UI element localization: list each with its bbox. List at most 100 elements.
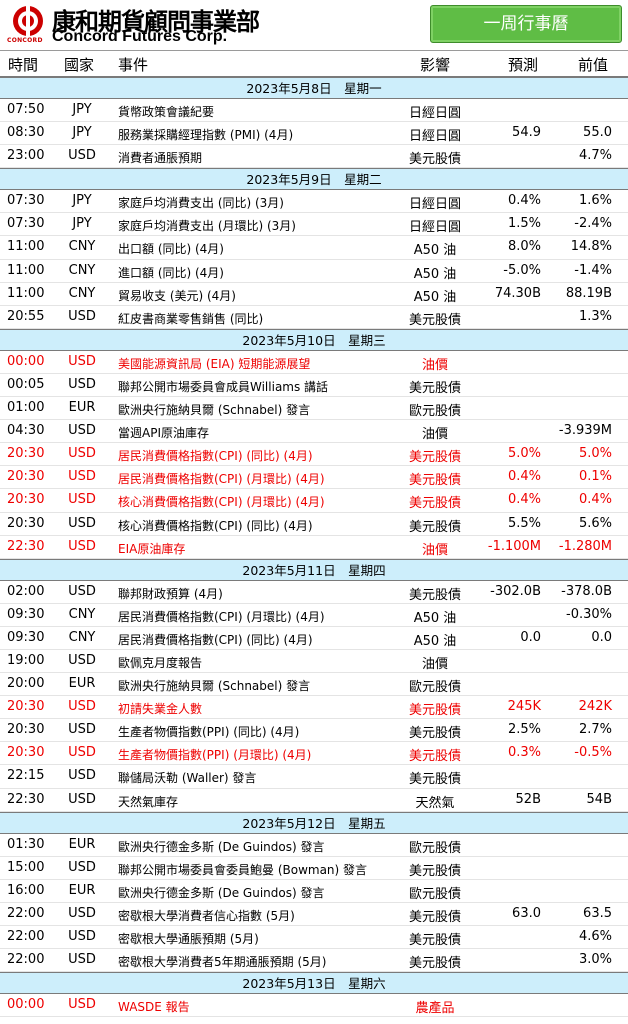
event-country: USD [68, 652, 96, 668]
event-previous: -378.0B [561, 583, 612, 599]
table-row: 04:30 USD 當週API原油庫存 油價 -3.939M [0, 420, 628, 444]
table-row: 09:30 CNY 居民消費價格指數(CPI) (同比) (4月) A50 油 0.0 0… [0, 627, 628, 650]
event-forecast: 63.0 [512, 905, 541, 921]
event-country: EUR [68, 400, 96, 416]
event-previous: 4.6% [578, 929, 612, 944]
event-forecast: 1.5% [507, 216, 541, 232]
table-row: 20:30 USD 初請失業金人數 美元股債 245K 242K [0, 696, 628, 720]
event-time: 02:00 [7, 583, 45, 599]
event-impact: 油價 [421, 542, 448, 558]
event-impact: 美元股債 [408, 909, 461, 925]
event-forecast: -1.100M [487, 538, 541, 554]
date-header-row: 2023年5月11日 星期四 [0, 558, 628, 581]
event-impact: 美元股債 [408, 772, 461, 788]
event-time: 08:30 [7, 125, 45, 141]
event-impact: 美元股債 [408, 863, 461, 879]
event-previous: 1.6% [578, 193, 612, 209]
event-impact: 美元股債 [408, 749, 461, 765]
event-previous: 0.1% [578, 469, 612, 485]
column-header-event: 事件 [118, 56, 149, 74]
event-previous: 63.5 [583, 905, 612, 921]
table-row: 22:30 USD EIA原油庫存 油價 -1.100M -1.280M [0, 536, 628, 559]
date-header-row: 2023年5月8日 星期一 [0, 77, 628, 99]
event-country: EUR [68, 882, 96, 898]
event-impact: 美元股債 [408, 496, 461, 512]
event-impact: A50 油 [413, 610, 457, 626]
calendar-table: 2023年5月8日 星期一 07:50 JPY 貨幣政策會議紀要 日經日圓 08:30 JP… [0, 77, 628, 1018]
company-name-english: Concord Futures Corp. [52, 28, 228, 45]
event-name: 密歇根大學消費者信心指數 (5月) [118, 908, 295, 923]
event-name: 聯邦財政預算 (4月) [118, 586, 223, 601]
event-time: 22:00 [7, 905, 45, 921]
table-row: 00:00 USD 美國能源資訊局 (EIA) 短期能源展望 油價 [0, 351, 628, 374]
event-impact: 日經日圓 [408, 220, 461, 236]
event-impact: 日經日圓 [408, 129, 461, 145]
event-name: 歐佩克月度報告 [118, 655, 203, 670]
table-row: 20:55 USD 紅皮書商業零售銷售 (同比) 美元股債 1.3% [0, 306, 628, 329]
event-forecast: 8.0% [507, 239, 541, 255]
company-logo: CONCORD 康和期貨顧問事業部 Concord Futures Corp. [6, 2, 266, 46]
event-forecast: 52B [515, 791, 541, 807]
event-time: 20:30 [7, 469, 45, 485]
event-time: 07:50 [7, 102, 45, 117]
event-forecast: 0.4% [507, 193, 541, 209]
table-row: 02:00 USD 聯邦財政預算 (4月) 美元股債 -302.0B -378.0B [0, 581, 628, 604]
event-time: 20:30 [7, 722, 45, 738]
event-forecast: 0.4% [507, 469, 541, 485]
event-forecast: 0.3% [507, 745, 541, 761]
event-impact: 歐元股債 [408, 680, 461, 696]
event-name: 家庭戶均消費支出 (同比) (3月) [118, 196, 284, 211]
date-header-row: 2023年5月13日 星期六 [0, 972, 628, 995]
event-previous: -3.939M [558, 423, 612, 439]
event-country: USD [68, 722, 96, 738]
event-country: USD [68, 583, 96, 599]
table-row: 23:00 USD 消費者通脹預期 美元股債 4.7% [0, 145, 628, 169]
event-previous: 1.3% [578, 308, 612, 324]
event-country: USD [68, 308, 96, 324]
event-impact: A50 油 [413, 266, 457, 282]
event-time: 11:00 [7, 239, 45, 255]
event-time: 20:55 [7, 308, 45, 324]
table-header: 時間 國家 事件 影響 預測 前值 [0, 50, 628, 77]
table-row: 19:00 USD 歐佩克月度報告 油價 [0, 650, 628, 674]
event-country: USD [68, 148, 96, 164]
event-country: JPY [72, 193, 92, 209]
event-impact: 油價 [421, 656, 448, 672]
table-row: 07:30 JPY 家庭戶均消費支出 (同比) (3月) 日經日圓 0.4% 1.6% [0, 190, 628, 214]
event-time: 00:05 [7, 376, 45, 392]
event-impact: 油價 [421, 427, 448, 443]
event-previous: 2.7% [578, 722, 612, 738]
event-impact: A50 油 [413, 633, 457, 649]
event-previous: -1.4% [574, 262, 612, 278]
event-country: CNY [68, 606, 96, 622]
event-country: JPY [72, 102, 92, 117]
table-row: 22:00 USD 密歇根大學通脹預期 (5月) 美元股債 4.6% [0, 926, 628, 950]
table-row: 22:00 USD 密歇根大學消費者信心指數 (5月) 美元股債 63.0 63.5 [0, 903, 628, 926]
event-previous: 3.0% [578, 952, 612, 968]
event-name: 初請失業金人數 [118, 702, 203, 717]
event-impact: 美元股債 [408, 473, 461, 489]
table-row: 11:00 CNY 進口額 (同比) (4月) A50 油 -5.0% -1.4% [0, 260, 628, 283]
event-country: USD [68, 423, 96, 439]
table-row: 16:00 EUR 歐洲央行德金多斯 (De Guindos) 發言 歐元股債 [0, 880, 628, 903]
event-time: 15:00 [7, 859, 45, 875]
event-time: 16:00 [7, 882, 45, 898]
event-country: CNY [68, 285, 96, 301]
event-name: 聯邦公開市場委員會委員鮑曼 (Bowman) 發言 [118, 862, 368, 877]
event-previous: -1.280M [558, 538, 612, 554]
event-impact: 美元股債 [408, 726, 461, 742]
event-forecast: 245K [507, 699, 541, 715]
event-name: 出口額 (同比) (4月) [118, 242, 224, 257]
event-country: USD [68, 745, 96, 761]
table-row: 09:30 CNY 居民消費價格指數(CPI) (月環比) (4月) A50 油 -0.… [0, 604, 628, 627]
event-impact: 歐元股債 [408, 404, 461, 420]
event-forecast: -302.0B [490, 583, 541, 599]
event-name: 消費者通脹預期 [118, 151, 203, 166]
table-row: 20:30 USD 生產者物價指數(PPI) (同比) (4月) 美元股債 2.5% 2.… [0, 719, 628, 743]
event-forecast: 2.5% [507, 722, 541, 738]
event-impact: 歐元股債 [408, 840, 461, 856]
event-name: 居民消費價格指數(CPI) (月環比) (4月) [118, 472, 325, 487]
event-country: USD [68, 446, 96, 462]
event-time: 22:30 [7, 538, 45, 554]
date-header-row: 2023年5月12日 星期五 [0, 811, 628, 834]
